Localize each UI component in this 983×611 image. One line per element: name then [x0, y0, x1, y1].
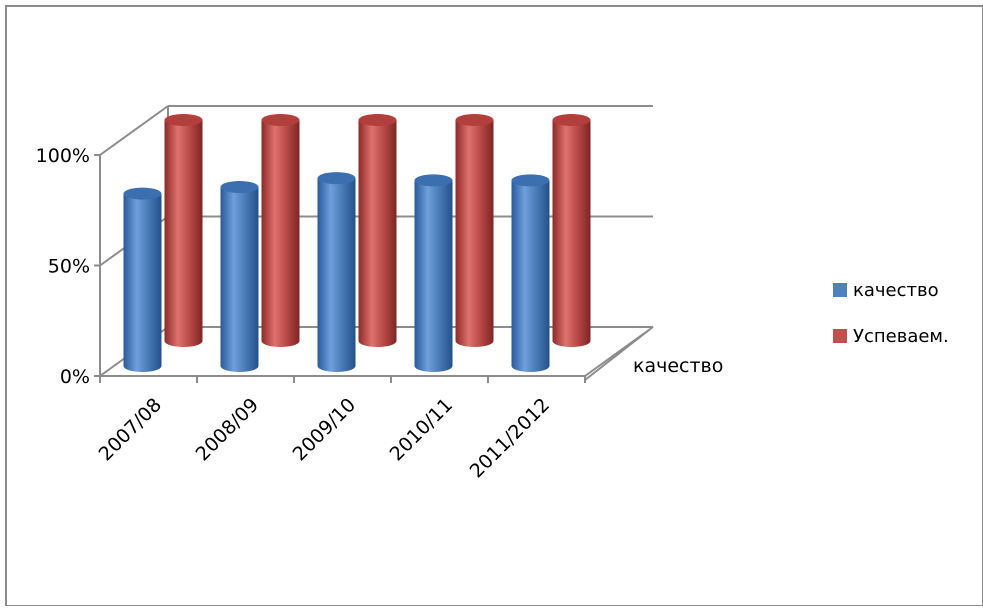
- x-tick-label-3: 2010/11: [386, 394, 457, 465]
- bar-success-3-body: [455, 120, 494, 347]
- depth-axis-label: качество: [633, 355, 723, 377]
- x-tick-label-1: 2008/09: [192, 394, 263, 465]
- depth-axis-line: [584, 329, 650, 381]
- legend: качество Успеваем.: [833, 278, 949, 370]
- bar-quality-2-body: [317, 178, 356, 372]
- bar-quality-1-top: [220, 180, 259, 193]
- bar-quality-4-top: [511, 174, 550, 187]
- legend-item-success: Успеваем.: [833, 324, 949, 348]
- bar-quality-4: [511, 174, 550, 372]
- bar-quality-0-top: [123, 187, 162, 200]
- bar-quality-3-top: [414, 174, 453, 187]
- x-tick-label-2: 2009/10: [289, 394, 360, 465]
- x-tick-label-4: 2011/2012: [466, 394, 554, 482]
- legend-label-success: Успеваем.: [853, 325, 949, 347]
- bar-quality-2: [317, 172, 356, 372]
- legend-item-quality: качество: [833, 278, 949, 302]
- legend-swatch-success: [833, 329, 847, 343]
- series-back: [164, 114, 591, 347]
- bar-success-4: [552, 114, 591, 347]
- bar-success-0-top: [164, 114, 203, 126]
- y-tick-label-1: 50%: [48, 256, 90, 278]
- bar-success-3-top: [455, 114, 494, 126]
- bar-success-3: [455, 114, 494, 347]
- bar-success-1: [261, 114, 300, 347]
- y-tick-label-0: 0%: [60, 366, 90, 388]
- bar-success-2-body: [358, 120, 397, 347]
- gridline-side-2: [99, 105, 169, 156]
- bar-success-0: [164, 114, 203, 347]
- series-front: [123, 172, 550, 372]
- legend-swatch-quality: [833, 283, 847, 297]
- bar-quality-2-top: [317, 172, 356, 185]
- bar-quality-1-body: [220, 186, 259, 372]
- bar-quality-3-body: [414, 180, 453, 372]
- x-tick-label-0: 2007/08: [95, 394, 166, 465]
- bar-success-2-top: [358, 114, 397, 126]
- bar-success-2: [358, 114, 397, 347]
- bar-success-1-top: [261, 114, 300, 126]
- bar-success-1-body: [261, 120, 300, 347]
- bar-quality-3: [414, 174, 453, 372]
- y-tick-label-2: 100%: [36, 145, 90, 167]
- bar-quality-1: [220, 180, 259, 372]
- bar-success-4-body: [552, 120, 591, 347]
- bar-quality-0-body: [123, 193, 162, 372]
- bar-quality-4-body: [511, 180, 550, 372]
- bar-quality-0: [123, 187, 162, 372]
- bar-success-4-top: [552, 114, 591, 126]
- bar-success-0-body: [164, 120, 203, 347]
- legend-label-quality: качество: [853, 279, 939, 301]
